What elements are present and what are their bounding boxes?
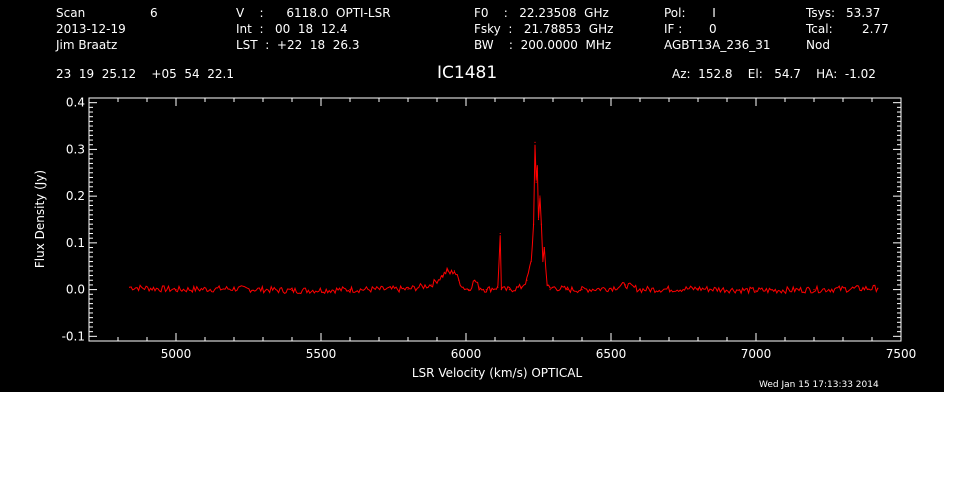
spectrum-data-point [407, 288, 409, 290]
y-tick-label: -0.1 [62, 329, 85, 343]
spectrum-data-point [539, 195, 541, 197]
x-tick-label: 5500 [306, 347, 337, 361]
spectrum-data-point [536, 167, 538, 169]
spectrum-data-point [543, 246, 545, 249]
velocity-line: V : 6118.0 OPTI-LSR [236, 6, 391, 20]
spectrum-data-point [610, 287, 612, 289]
x-tick-label: 7500 [886, 347, 917, 361]
x-tick-label: 6500 [596, 347, 627, 361]
series-layer [129, 141, 879, 295]
spectrum-data-point [639, 288, 641, 291]
spectrum-data-point [449, 272, 451, 274]
observer-name: Jim Braatz [56, 38, 118, 52]
spectrum-data-point [540, 223, 543, 225]
spectrum-data-point [458, 279, 460, 281]
spectrum-data-point [478, 286, 480, 288]
y-tick-label: 0.4 [66, 96, 85, 110]
axis-ticks: 5000 5500 6000 6500 7000 7500 -0.1 0.0 0.1 0.2 0.3… [62, 96, 917, 361]
spectrum-data-point [566, 288, 569, 291]
rest-frequency-line: F0 : 22.23508 GHz [474, 6, 609, 20]
tcal-value: 2.77 [862, 22, 889, 36]
y-axis-title: Flux Density (Jy) [33, 170, 47, 268]
spectrum-data-point [534, 141, 536, 143]
spectrum-data-point [535, 181, 537, 183]
spectrum-data-point [485, 288, 487, 291]
spectrum-data-point [497, 286, 499, 288]
spectrum-data-point [446, 270, 448, 272]
spectrum-data-point [552, 286, 554, 288]
x-tick-label: 7000 [741, 347, 772, 361]
bandwidth-line: BW : 200.0000 MHz [474, 38, 612, 52]
spectrum-data-point [500, 288, 502, 291]
source-name: IC1481 [437, 63, 498, 83]
spectrum-data-point [430, 284, 432, 286]
x-tick-label: 6000 [451, 347, 482, 361]
tsys-label: Tsys: [806, 6, 835, 20]
spectrum-data-point [349, 288, 351, 291]
spectrum-series-line [129, 144, 879, 295]
spectrum-data-point [581, 288, 583, 291]
project-id: AGBT13A_236_31 [664, 38, 771, 52]
scan-label: Scan [56, 6, 86, 20]
tsys-value: 53.37 [846, 6, 881, 20]
spectrum-data-point [546, 284, 548, 286]
plot-frame [88, 97, 902, 342]
spectrum-data-point [542, 260, 544, 263]
spectrum-data-point [813, 288, 815, 291]
polarization-line: Pol: I [664, 6, 716, 20]
y-tick-label: 0.3 [66, 142, 85, 156]
spectrum-data-point [474, 279, 476, 281]
spectrum-data-point [877, 287, 879, 289]
spectrum-data-point [233, 288, 235, 290]
spectrum-data-point [468, 288, 470, 291]
y-tick-label: 0.1 [66, 236, 85, 250]
spectrum-data-point [755, 289, 757, 292]
plot-timestamp: Wed Jan 15 17:13:33 2014 [759, 380, 879, 390]
spectrum-data-point [526, 279, 528, 281]
spectrum-data-point [175, 288, 177, 291]
x-axis-title: LSR Velocity (km/s) OPTICAL [412, 366, 583, 380]
spectrum-data-point [442, 274, 444, 277]
tcal-label: Tcal: [806, 22, 833, 36]
integration-line: Int : 00 18 12.4 [236, 22, 348, 36]
spectrum-panel: Scan 6 2013-12-19 Jim Braatz V : 6118.0 … [0, 0, 944, 392]
y-tick-label: 0.0 [66, 283, 85, 297]
spectrum-data-point [129, 286, 131, 288]
if-line: IF : 0 [664, 22, 717, 36]
spectrum-data-point [499, 232, 501, 235]
spectrum-data-point [537, 218, 540, 221]
spectrum-data-point [508, 288, 511, 291]
spectrum-data-point [291, 289, 293, 292]
observation-date: 2013-12-19 [56, 22, 126, 36]
spectrum-data-point [624, 284, 627, 286]
sky-frequency-line: Fsky : 21.78853 GHz [474, 22, 614, 36]
pointing-info: Az: 152.8 El: 54.7 HA: -1.02 [672, 67, 876, 81]
source-coordinates: 23 19 25.12 +05 54 22.1 [56, 67, 234, 81]
x-tick-label: 5000 [161, 347, 192, 361]
spectrum-data-point [520, 286, 522, 288]
spectrum-data-point [532, 223, 535, 225]
scan-value: 6 [150, 6, 158, 20]
observing-mode: Nod [806, 38, 830, 52]
lst-line: LST : +22 18 26.3 [236, 38, 360, 52]
spectrum-data-point [453, 270, 455, 272]
spectrum-chart: 5000 5500 6000 6500 7000 7500 -0.1 0.0 0.1 0.2 0.3… [33, 96, 917, 380]
spectrum-data-point [462, 286, 464, 288]
spectrum-data-point [530, 260, 532, 263]
spectrum-data-point [697, 288, 699, 290]
y-tick-label: 0.2 [66, 189, 85, 203]
spectrum-data-point [549, 288, 551, 291]
